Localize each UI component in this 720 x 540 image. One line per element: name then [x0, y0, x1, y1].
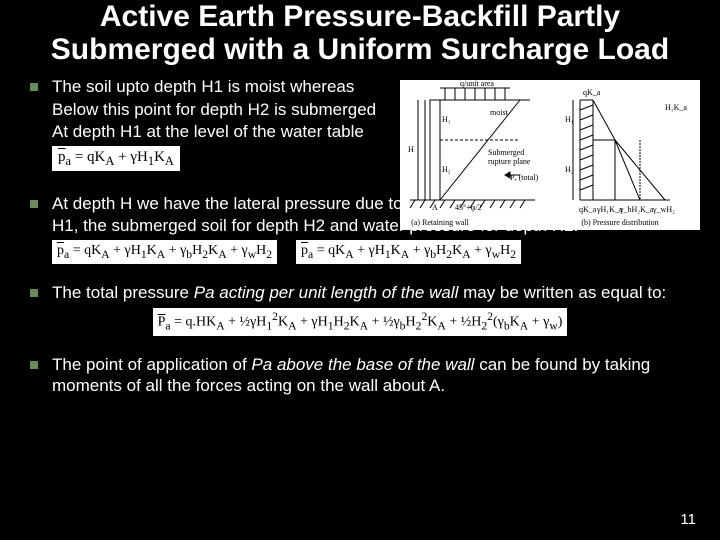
svg-text:H₁: H₁ — [565, 115, 574, 124]
fig-bot-p2: γ_bH₂K_a — [619, 205, 654, 214]
bullet-3-text: The total pressure Pa acting per unit le… — [52, 282, 690, 303]
bullet-3: The total pressure Pa acting per unit le… — [30, 282, 690, 303]
formula-3-row: Pa = q.HKA + ½γH12KA + γH1H2KA + ½γbH22K… — [30, 308, 690, 336]
fig-caption-a: (a) Retaining wall — [411, 218, 470, 227]
figure-svg: q/unit area moist Submerged rupture plan… — [400, 80, 700, 230]
fig-bot-qka: qK_a — [579, 205, 597, 214]
slide-title: Active Earth Pressure-Backfill Partly Su… — [30, 0, 690, 76]
fig-label-pa: Pₐ (total) — [510, 173, 539, 182]
slide: Active Earth Pressure-Backfill Partly Su… — [0, 0, 720, 540]
bullet-3-italic: Pa acting per unit length of the wall — [194, 283, 459, 302]
formula-2b: pa = qKA + γH1KA + γbH2KA + γwH2 — [296, 240, 521, 264]
bullet-icon — [30, 83, 38, 91]
fig-label-rupture: rupture plane — [488, 157, 531, 166]
fig-caption-b: (b) Pressure distribution — [581, 218, 658, 227]
formula-1: pa = qKA + γH1KA — [52, 146, 180, 172]
fig-label-45: 45°+φ/2 — [455, 203, 482, 212]
bullet-4-p1: The point of application of — [52, 355, 251, 374]
formula-2-row: pa = qKA + γH1KA + γbH2KA + γwH2 pa = qK… — [52, 240, 690, 264]
bullet-4-italic: Pa above the base of the wall — [251, 355, 474, 374]
bullet-icon — [30, 200, 38, 208]
bullet-icon — [30, 361, 38, 369]
page-number: 11 — [680, 511, 696, 528]
bullet-3-p1: The total pressure — [52, 283, 194, 302]
bullet-4-text: The point of application of Pa above the… — [52, 354, 690, 397]
fig-bot-p1: γH₁K_a — [596, 205, 623, 214]
bullet-icon — [30, 289, 38, 297]
bullet-4: The point of application of Pa above the… — [30, 354, 690, 397]
formula-2a: pa = qKA + γH1KA + γbH2KA + γwH2 — [52, 240, 277, 264]
bullet-3-p2: may be written as equal to: — [458, 283, 666, 302]
svg-text:H₂: H₂ — [565, 165, 574, 174]
fig-label-sub: Submerged — [488, 148, 524, 157]
fig-label-moist: moist — [490, 108, 509, 117]
formula-3: Pa = q.HKA + ½γH12KA + γH1H2KA + ½γbH22K… — [153, 308, 568, 336]
fig-label-H1: H₁ — [442, 115, 451, 124]
fig-label-q: q/unit area — [460, 80, 494, 88]
fig-label-A: A — [432, 203, 438, 212]
fig-label-H1b: H₁K_a — [665, 103, 687, 112]
figure-diagram: q/unit area moist Submerged rupture plan… — [400, 80, 700, 230]
fig-label-qka: qK_a — [583, 88, 601, 97]
fig-label-H: H — [408, 145, 414, 154]
fig-bot-p3: γ_wH₂ — [652, 205, 675, 214]
fig-label-H2: H₂ — [442, 165, 451, 174]
